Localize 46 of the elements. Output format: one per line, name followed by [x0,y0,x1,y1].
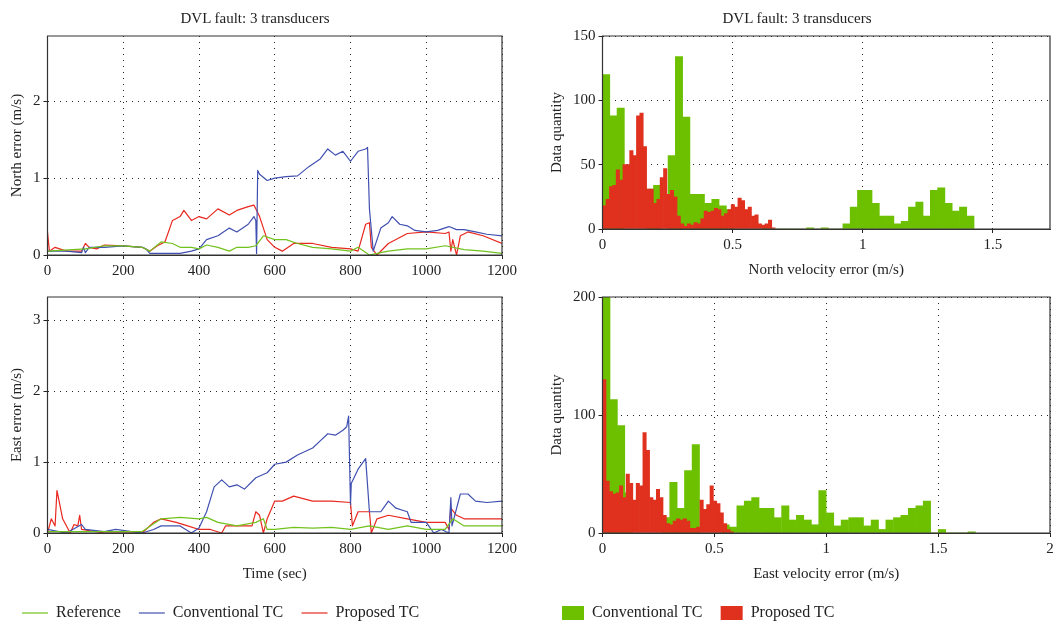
x-tick-label: 600 [263,539,286,556]
y-tick-label: 0 [588,523,596,540]
x-axis-title: Time (sec) [242,564,307,582]
x-tick-label: 0.5 [705,539,724,556]
chart-title: DVL fault: 3 transducers [722,9,872,26]
x-tick-label: 1200 [487,539,517,556]
legend-label: Reference [56,603,121,621]
y-tick-label: 150 [573,26,596,43]
y-tick-label: 1 [33,453,41,470]
x-tick-label: 1200 [487,261,517,278]
x-tick-label: 1000 [411,261,442,278]
x-axis-title: East velocity error (m/s) [753,564,900,582]
y-tick-label: 100 [573,91,596,108]
y-tick-label: 100 [573,405,596,422]
y-tick-label: 200 [573,287,596,304]
y-tick-label: 50 [580,155,596,172]
x-tick-label: 1000 [411,539,442,556]
y-tick-label: 2 [33,92,41,109]
x-tick-label: 400 [187,539,211,556]
x-tick-label: 1.5 [928,539,948,556]
y-tick-label: 0 [588,219,596,236]
x-tick-label: 1 [858,235,867,252]
y-tick-label: 3 [33,311,41,328]
x-tick-label: 800 [339,539,362,556]
y-tick-label: 0 [33,523,41,540]
y-axis-title: East error (m/s) [7,367,25,463]
x-tick-label: 200 [112,539,135,556]
x-tick-label: 1.5 [983,235,1003,252]
x-tick-label: 400 [187,261,211,278]
y-axis-title: North error (m/s) [7,93,25,198]
y-axis-title: Data quantity [547,91,564,174]
x-tick-label: 0.5 [723,235,742,252]
x-tick-label: 800 [339,261,362,278]
x-tick-label: 2 [1046,539,1054,556]
x-tick-label: 600 [263,261,286,278]
x-tick-label: 200 [112,261,135,278]
legend-label: Proposed TC [750,603,835,622]
legend-label: Proposed TC [335,603,420,622]
x-axis-title: North velocity error (m/s) [748,260,904,278]
legend-label: Conventional TC [172,603,284,621]
y-tick-label: 2 [33,382,41,399]
y-axis-title: Data quantity [547,373,564,456]
x-tick-label: 1 [822,539,830,556]
legend-label: Conventional TC [592,603,703,621]
y-tick-label: 1 [33,169,41,186]
chart-title: DVL fault: 3 transducers [180,9,330,26]
